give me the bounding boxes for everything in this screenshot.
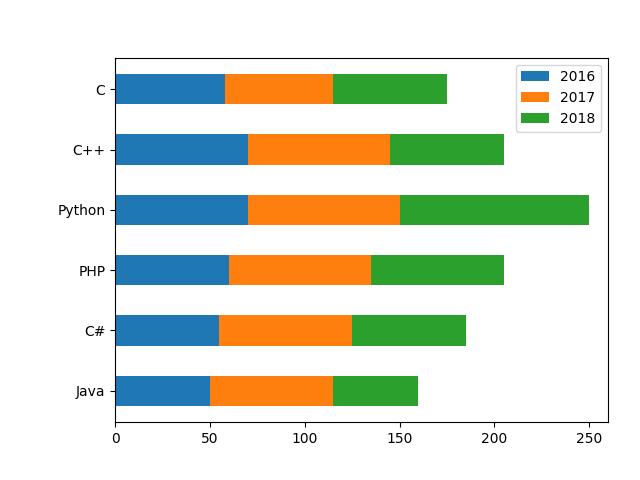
Bar	[248, 195, 399, 225]
Bar	[229, 255, 371, 285]
Bar	[248, 134, 390, 165]
Bar	[115, 315, 220, 346]
Bar	[352, 315, 466, 346]
Bar	[390, 134, 504, 165]
Bar	[333, 376, 419, 406]
Bar	[399, 195, 589, 225]
Bar	[220, 315, 352, 346]
Legend: 2016, 2017, 2018: 2016, 2017, 2018	[516, 64, 601, 132]
Bar	[115, 195, 248, 225]
Bar	[225, 74, 333, 104]
Bar	[115, 74, 225, 104]
Bar	[115, 134, 248, 165]
Bar	[333, 74, 447, 104]
Bar	[115, 255, 229, 285]
Bar	[210, 376, 333, 406]
Bar	[115, 376, 210, 406]
Bar	[371, 255, 504, 285]
